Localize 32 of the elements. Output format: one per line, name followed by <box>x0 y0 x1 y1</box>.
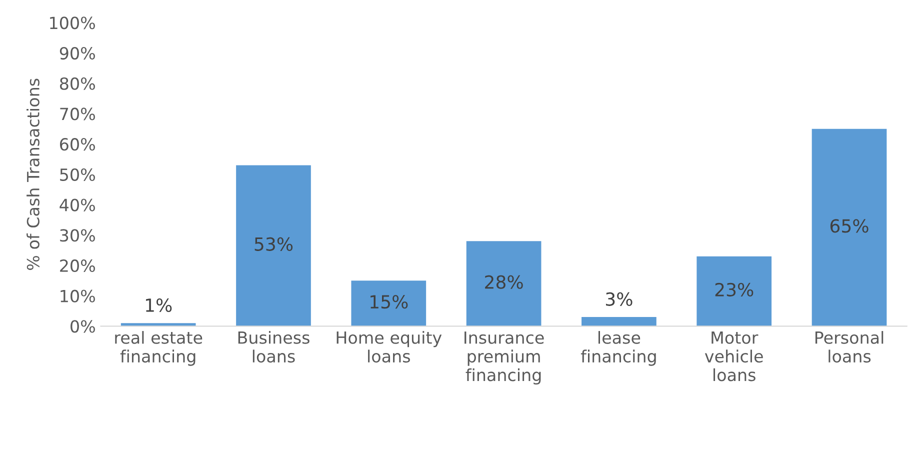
y-axis-title: % of Cash Transactions <box>26 78 40 270</box>
y-tick-label: 80% <box>60 77 95 90</box>
x-tick-label: Home equity loans <box>336 331 442 363</box>
bar <box>236 165 311 326</box>
y-tick-label: 0% <box>70 320 95 333</box>
data-label: 23% <box>715 282 754 296</box>
y-tick-label: 10% <box>60 290 95 302</box>
y-tick-label: 70% <box>60 108 95 120</box>
x-tick-label: lease financing <box>580 331 656 366</box>
y-tick-label: 60% <box>60 138 95 151</box>
bar <box>351 280 426 326</box>
data-label: 53% <box>254 237 293 251</box>
y-tick-label: 30% <box>60 229 95 242</box>
x-tick-label: Motor vehicle loans <box>704 332 763 382</box>
x-tick-label: Insurance premium financing <box>464 332 544 384</box>
data-label: 65% <box>830 219 868 233</box>
x-tick-label: Business loans <box>238 331 310 363</box>
bar <box>696 256 772 326</box>
y-tick-label: 50% <box>60 168 95 181</box>
data-label: 3% <box>606 292 632 306</box>
data-label: 28% <box>485 275 523 289</box>
y-tick-label: 90% <box>60 46 95 60</box>
data-label: 15% <box>370 294 408 309</box>
x-tick-label: Personal loans <box>815 331 884 363</box>
y-tick-label: 40% <box>60 198 95 212</box>
bar <box>812 128 887 326</box>
y-tick-label: 100% <box>50 16 95 30</box>
y-tick-label: 20% <box>60 259 95 272</box>
data-label: 1% <box>146 298 172 312</box>
bar <box>582 317 656 326</box>
x-tick-label: real estate financing <box>115 331 202 366</box>
bar <box>466 241 542 326</box>
